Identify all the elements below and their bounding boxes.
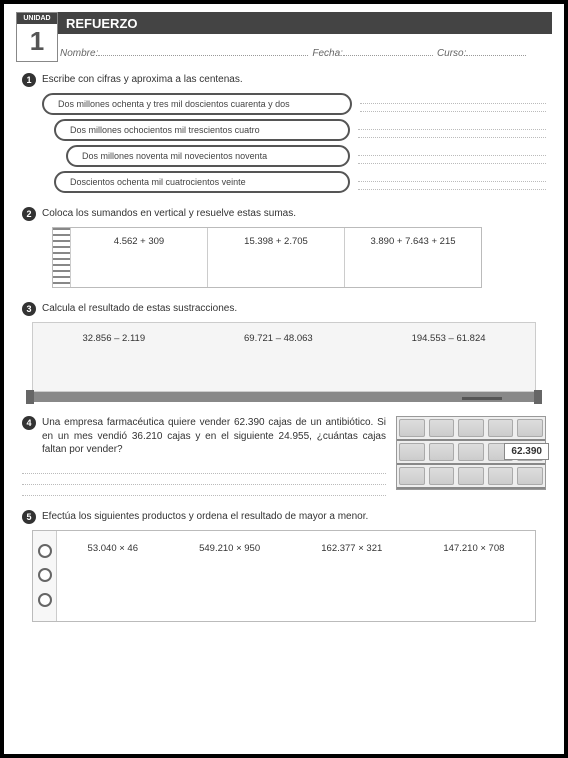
answer-line[interactable] — [358, 122, 546, 138]
unit-number: 1 — [17, 24, 57, 61]
ex2-col-1: 4.562 + 309 — [71, 228, 208, 287]
board-frame — [26, 392, 542, 402]
ex3-prompt: Calcula el resultado de estas sustraccio… — [42, 302, 237, 315]
ex2-col-2: 15.398 + 2.705 — [208, 228, 345, 287]
ex5-col-1: 53.040 × 46 — [88, 543, 138, 554]
unit-box: UNIDAD 1 — [16, 12, 58, 62]
ex3-col-1: 32.856 – 2.119 — [82, 333, 145, 344]
fecha-input-line[interactable] — [343, 44, 433, 56]
nombre-input-line[interactable] — [98, 44, 308, 56]
marker-icon — [462, 397, 502, 400]
ex4-prompt: Una empresa farmacéutica quiere vender 6… — [42, 416, 386, 457]
ex1-prompt: Escribe con cifras y aproxima a las cent… — [42, 73, 243, 86]
ex5-prompt: Efectúa los siguientes productos y orden… — [42, 510, 368, 523]
ex2-col-3: 3.890 + 7.643 + 215 — [345, 228, 481, 287]
exercise-3: 3 Calcula el resultado de estas sustracc… — [22, 302, 546, 402]
ex1-item-2: Dos millones ochocientos mil trescientos… — [54, 119, 350, 141]
shelf-illustration: 62.390 — [396, 416, 546, 490]
unit-label: UNIDAD — [17, 13, 57, 24]
bullet-1: 1 — [22, 73, 36, 87]
answer-lines[interactable] — [22, 463, 386, 496]
notebook: 4.562 + 309 15.398 + 2.705 3.890 + 7.643… — [52, 227, 482, 288]
exercise-4: 4 Una empresa farmacéutica quiere vender… — [22, 416, 546, 496]
ex5-col-2: 549.210 × 950 — [199, 543, 260, 554]
binder: 53.040 × 46 549.210 × 950 162.377 × 321 … — [32, 530, 536, 622]
answer-line[interactable] — [358, 174, 546, 190]
curso-input-line[interactable] — [466, 44, 526, 56]
bullet-4: 4 — [22, 416, 36, 430]
answer-line[interactable] — [360, 96, 546, 112]
name-row: Nombre: Fecha: Curso: — [60, 44, 552, 59]
exercise-5: 5 Efectúa los siguientes productos y ord… — [22, 510, 546, 622]
exercise-2: 2 Coloca los sumandos en vertical y resu… — [22, 207, 546, 288]
ex1-item-4: Doscientos ochenta mil cuatrocientos vei… — [54, 171, 350, 193]
whiteboard: 32.856 – 2.119 69.721 – 48.063 194.553 –… — [32, 322, 536, 402]
shelf-label: 62.390 — [504, 443, 549, 460]
bullet-2: 2 — [22, 207, 36, 221]
ex5-col-4: 147.210 × 708 — [443, 543, 504, 554]
ex5-col-3: 162.377 × 321 — [321, 543, 382, 554]
curso-label: Curso: — [437, 48, 466, 59]
exercise-1: 1 Escribe con cifras y aproxima a las ce… — [22, 73, 546, 193]
ex1-item-1: Dos millones ochenta y tres mil doscient… — [42, 93, 352, 115]
ex3-col-2: 69.721 – 48.063 — [244, 333, 313, 344]
nombre-label: Nombre: — [60, 48, 98, 59]
answer-line[interactable] — [358, 148, 546, 164]
bullet-3: 3 — [22, 302, 36, 316]
spiral-binding-icon — [53, 228, 71, 287]
bullet-5: 5 — [22, 510, 36, 524]
binder-rings-icon — [33, 531, 57, 621]
ex2-prompt: Coloca los sumandos en vertical y resuel… — [42, 207, 296, 220]
ex3-col-3: 194.553 – 61.824 — [412, 333, 486, 344]
page-title: REFUERZO — [56, 12, 552, 34]
fecha-label: Fecha: — [312, 48, 343, 59]
ex1-item-3: Dos millones noventa mil novecientos nov… — [66, 145, 350, 167]
